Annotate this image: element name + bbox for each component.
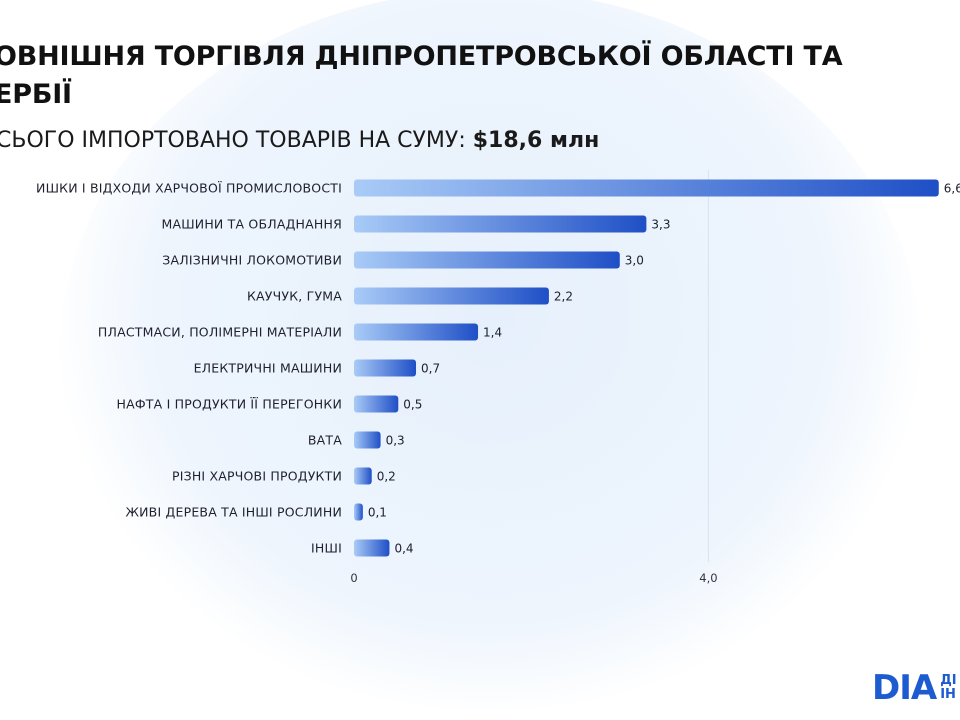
- logo-text: ДІ ІН: [940, 674, 956, 702]
- bar: [354, 539, 390, 557]
- bar: [354, 251, 620, 269]
- value-label: 0,1: [368, 506, 387, 520]
- bar: [354, 323, 479, 341]
- bar: [354, 215, 647, 233]
- bar: [354, 431, 381, 449]
- category-label: РІЗНІ ХАРЧОВІ ПРОДУКТИ: [172, 469, 342, 484]
- value-label: 0,7: [421, 362, 440, 376]
- category-label: ІНШІ: [311, 541, 342, 556]
- import-bar-chart: ИШКИ І ВІДХОДИ ХАРЧОВОЇ ПРОМИСЛОВОСТІ 6,6…: [36, 170, 960, 585]
- value-label: 0,3: [386, 434, 405, 448]
- category-label: ЕЛЕКТРИЧНІ МАШИНИ: [194, 361, 342, 376]
- import-total-subtitle: СЬОГО ІМПОРТОВАНО ТОВАРІВ НА СУМУ: $18,6…: [0, 128, 599, 153]
- bar: [354, 503, 363, 521]
- value-label: 0,5: [403, 398, 422, 412]
- value-label: 0,4: [394, 542, 413, 556]
- import-total-amount: $18,6 млн: [472, 128, 600, 153]
- bar: [354, 179, 939, 197]
- category-label: ВАТА: [308, 433, 342, 448]
- category-label: ИШКИ І ВІДХОДИ ХАРЧОВОЇ ПРОМИСЛОВОСТІ: [36, 181, 342, 196]
- category-label: ЖИВІ ДЕРЕВА ТА ІНШІ РОСЛИНИ: [125, 505, 342, 520]
- logo-mark: DIA: [872, 668, 937, 708]
- bar: [354, 359, 417, 377]
- value-label: 2,2: [554, 290, 573, 304]
- logo-text-line-1: ДІ: [940, 673, 957, 688]
- category-label: НАФТА І ПРОДУКТИ ЇЇ ПЕРЕГОНКИ: [117, 397, 343, 412]
- x-tick-label: 4,0: [699, 571, 717, 585]
- subtitle-prefix: СЬОГО ІМПОРТОВАНО ТОВАРІВ НА СУМУ:: [0, 128, 466, 153]
- value-label: 6,6: [944, 182, 960, 196]
- category-label: КАУЧУК, ГУМА: [247, 289, 342, 304]
- category-label: МАШИНИ ТА ОБЛАДНАННЯ: [161, 217, 342, 232]
- value-label: 3,0: [625, 254, 644, 268]
- x-tick-label: 0: [350, 571, 357, 585]
- category-label: ЗАЛІЗНИЧНІ ЛОКОМОТИВИ: [162, 253, 342, 268]
- category-label: ПЛАСТМАСИ, ПОЛІМЕРНІ МАТЕРІАЛИ: [98, 325, 342, 340]
- value-label: 3,3: [651, 218, 670, 232]
- value-label: 0,2: [377, 470, 396, 484]
- bar: [354, 395, 399, 413]
- background-glow: [60, 0, 920, 710]
- bar: [354, 467, 372, 485]
- title-line-2: ЕРБІЇ: [0, 79, 72, 110]
- logo-text-line-2: ІН: [940, 687, 956, 702]
- page-title: ОВНІШНЯ ТОРГІВЛЯ ДНІПРОПЕТРОВСЬКОЇ ОБЛАС…: [0, 38, 960, 114]
- bar: [354, 287, 549, 305]
- title-line-1: ОВНІШНЯ ТОРГІВЛЯ ДНІПРОПЕТРОВСЬКОЇ ОБЛАС…: [0, 41, 843, 72]
- dia-logo: DIA ДІ ІН: [872, 668, 957, 708]
- value-label: 1,4: [483, 326, 502, 340]
